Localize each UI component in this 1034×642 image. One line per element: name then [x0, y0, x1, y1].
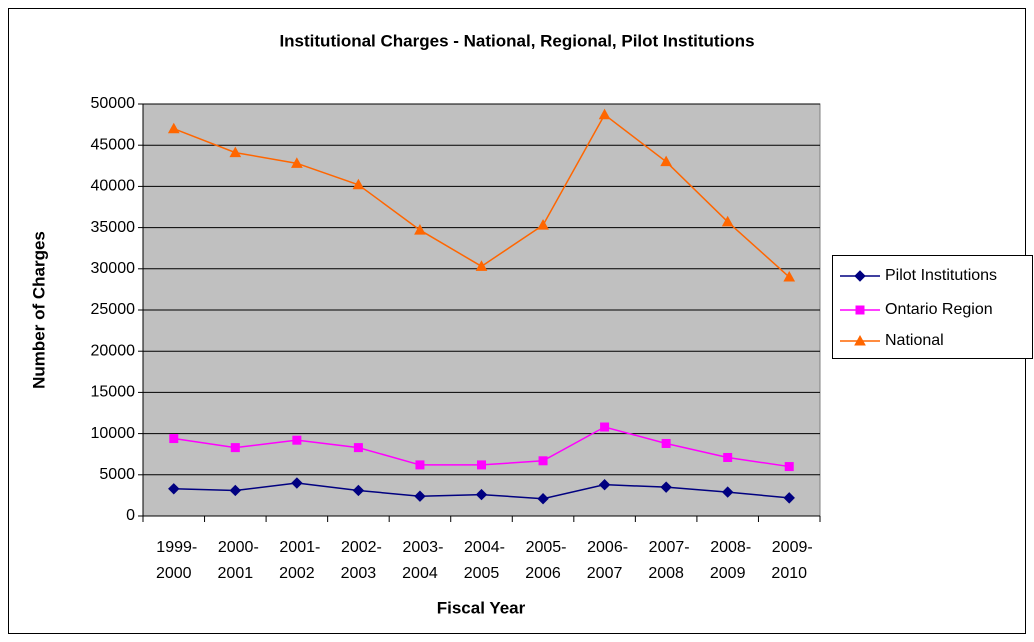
marker [537, 492, 549, 505]
marker [352, 178, 365, 190]
marker [475, 260, 488, 271]
marker [538, 456, 548, 466]
legend-label: Ontario Region [885, 301, 993, 318]
marker [783, 271, 796, 282]
legend-label: Pilot Institutions [885, 267, 997, 284]
x-axis-label: Fiscal Year [437, 598, 526, 617]
x-tick-label: 1999-2000 [156, 539, 197, 582]
marker [291, 477, 303, 489]
x-tick-label: 2003-2004 [402, 539, 443, 582]
marker [414, 224, 426, 235]
marker [167, 122, 180, 134]
y-tick-label: 30000 [91, 260, 136, 277]
marker [721, 215, 734, 227]
y-tick-label: 15000 [91, 384, 136, 401]
marker [854, 270, 866, 282]
legend-label: National [885, 332, 944, 349]
marker [475, 488, 488, 501]
x-tick-label: 2005-2006 [525, 539, 566, 582]
y-tick-label: 50000 [91, 95, 136, 112]
y-tick-label: 5000 [99, 466, 135, 483]
x-tick-label: 2007-2008 [648, 539, 689, 582]
marker [230, 443, 240, 453]
marker [723, 452, 733, 462]
x-tick-label: 2000-2001 [218, 539, 259, 582]
marker [660, 481, 672, 493]
marker [783, 492, 795, 504]
marker [169, 434, 179, 444]
marker [292, 435, 302, 445]
marker [477, 460, 486, 470]
marker [854, 334, 866, 346]
y-tick-label: 25000 [91, 301, 136, 318]
marker [229, 146, 242, 158]
x-tick-label: 2006-2007 [587, 539, 628, 582]
x-tick-label: 2002-2003 [341, 539, 382, 582]
marker [598, 478, 611, 491]
marker [721, 486, 734, 498]
marker [537, 219, 549, 230]
marker [229, 484, 242, 497]
y-tick-label: 45000 [91, 136, 136, 153]
chart-title: Institutional Charges - National, Region… [279, 31, 754, 50]
marker [415, 460, 425, 470]
y-axis-label: Number of Charges [29, 231, 48, 389]
marker [353, 443, 363, 453]
y-tick-label: 35000 [91, 219, 136, 236]
marker [784, 462, 794, 472]
marker [600, 422, 610, 432]
marker [855, 305, 865, 315]
x-tick-label: 2004-2005 [464, 539, 505, 582]
x-tick-label: 2001-2002 [279, 539, 320, 582]
y-tick-label: 10000 [91, 425, 136, 442]
marker [352, 484, 365, 497]
y-tick-label: 40000 [91, 178, 136, 195]
marker [168, 483, 180, 495]
marker [414, 490, 426, 502]
y-tick-label: 0 [126, 507, 135, 524]
x-tick-label: 2009-2010 [771, 539, 812, 582]
marker [291, 157, 303, 168]
marker [661, 438, 671, 448]
x-tick-label: 2008-2009 [710, 539, 751, 582]
marker [598, 108, 611, 120]
marker [660, 155, 672, 167]
y-tick-label: 20000 [91, 342, 136, 359]
